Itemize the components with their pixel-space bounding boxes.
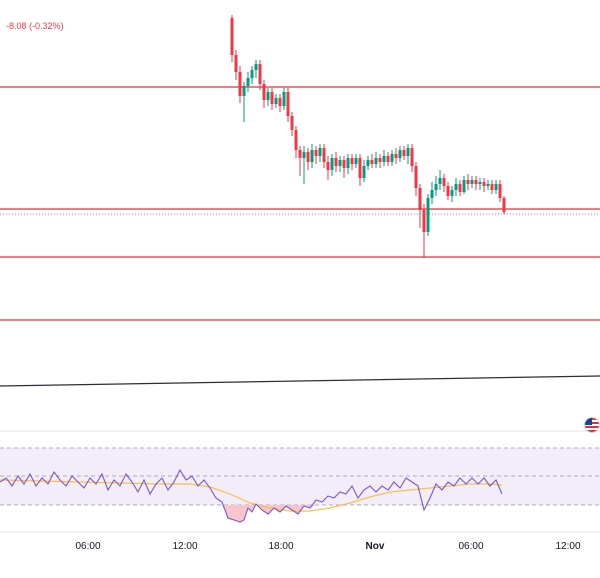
candle-body (266, 92, 270, 100)
flag-canton (585, 418, 592, 425)
candle-body (374, 158, 378, 164)
trend-line[interactable] (0, 375, 600, 387)
candle-body (414, 166, 418, 188)
candle-body (402, 150, 406, 156)
candlestick-series (230, 15, 506, 258)
candle-body (494, 184, 498, 190)
candle-body (314, 150, 318, 156)
candle-body (230, 18, 234, 55)
rsi-band-fill (0, 448, 600, 505)
candle-body (430, 190, 434, 198)
candle-body (454, 184, 458, 190)
candle-body (378, 158, 382, 162)
candle-body (486, 184, 490, 186)
candle-body (298, 150, 302, 158)
candle-body (366, 160, 370, 166)
candle-body (310, 150, 314, 162)
candle-body (274, 98, 278, 104)
candle-body (398, 150, 402, 158)
candle-body (234, 55, 238, 72)
candle-body (290, 116, 294, 130)
candle-body (338, 160, 342, 166)
candle-body (334, 158, 338, 166)
candle-body (406, 148, 410, 156)
candle-body (478, 182, 482, 184)
time-axis-label: 12:00 (172, 541, 197, 552)
candle-body (358, 158, 362, 178)
candle-body (418, 188, 422, 210)
candle-body (350, 158, 354, 164)
candle-body (422, 210, 426, 232)
candle-body (370, 160, 374, 164)
time-axis-label: Nov (366, 541, 385, 552)
candle-body (346, 158, 350, 168)
candle-body (426, 198, 430, 232)
candle-body (242, 86, 246, 96)
candle-body (342, 160, 346, 168)
candle-body (326, 162, 330, 170)
candle-body (238, 72, 242, 96)
candle-body (254, 64, 258, 70)
candle-body (362, 166, 366, 178)
price-change-label: -8.08 (-0.32%) (6, 21, 64, 31)
time-axis-label: 18:00 (268, 541, 293, 552)
candle-body (438, 178, 442, 184)
candle-body (330, 158, 334, 170)
candle-body (250, 70, 254, 78)
rsi-oversold-fill (222, 505, 316, 522)
candle-body (322, 148, 326, 162)
candle-body (490, 184, 494, 190)
time-axis-label: 12:00 (555, 541, 580, 552)
horizontal-levels[interactable] (0, 86, 600, 321)
candle-body (354, 158, 358, 164)
us-flag-icon[interactable] (584, 417, 600, 433)
candle-body (470, 180, 474, 184)
candle-body (318, 148, 322, 156)
candle-body (258, 64, 262, 84)
time-axis-label: 06:00 (458, 541, 483, 552)
candle-body (446, 186, 450, 196)
candle-body (394, 154, 398, 158)
candle-body (410, 148, 414, 166)
candle-body (286, 92, 290, 116)
time-axis[interactable]: 06:00 12:00 18:00 Nov 06:00 12:00 (0, 531, 600, 552)
candle-body (442, 178, 446, 186)
candle-body (466, 180, 470, 184)
candle-body (502, 198, 506, 212)
candle-body (434, 184, 438, 190)
candle-body (262, 84, 266, 100)
candle-body (450, 190, 454, 196)
candle-body (390, 154, 394, 162)
candle-body (282, 92, 286, 106)
time-axis-label: 06:00 (75, 541, 100, 552)
rsi-pane[interactable] (0, 430, 600, 523)
candle-body (246, 78, 250, 86)
candle-body (386, 156, 390, 162)
candle-body (498, 184, 502, 198)
candle-body (270, 92, 274, 104)
rsi-line (0, 468, 503, 523)
candle-body (482, 182, 486, 186)
candle-body (458, 184, 462, 192)
candle-body (278, 98, 282, 106)
candle-body (382, 156, 386, 162)
candle-body (474, 180, 478, 184)
candle-body (302, 152, 306, 158)
candle-body (306, 152, 310, 162)
candle-body (462, 180, 466, 192)
candle-body (294, 130, 298, 150)
